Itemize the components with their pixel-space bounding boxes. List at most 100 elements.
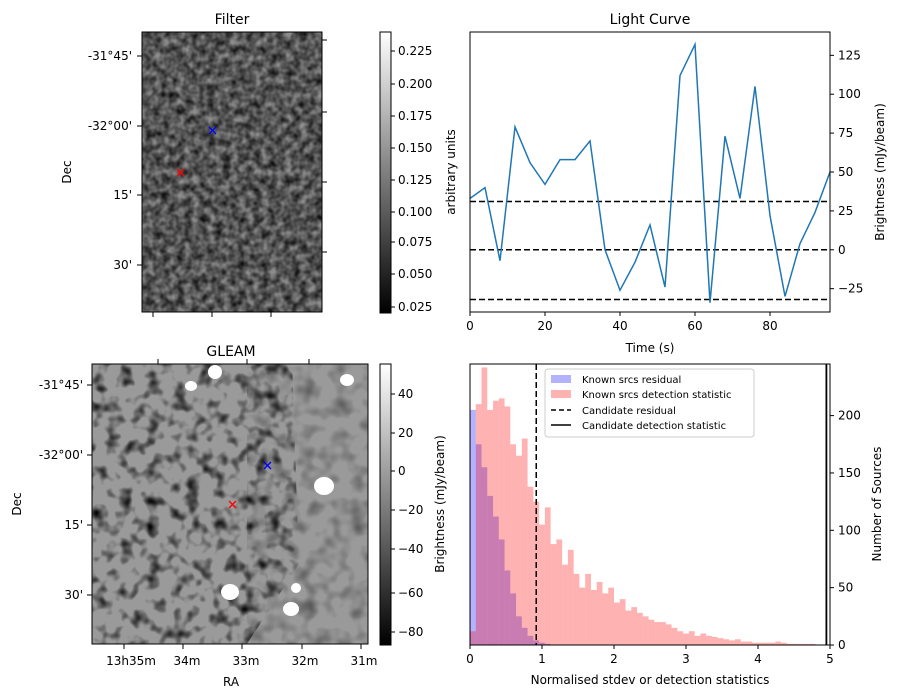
histogram-bar-detection [631, 607, 638, 645]
gleam-source [283, 602, 299, 616]
histogram-bar-detection [556, 539, 563, 645]
histogram-bar-detection [723, 639, 730, 645]
gleam-cbar-label: 20 [398, 426, 413, 440]
gleam-xtick-label: 32m [292, 654, 319, 668]
histogram-ytick-label: 0 [838, 638, 846, 652]
filter-y-ticks: -31°45' -32°00' 15' 30' [88, 49, 142, 272]
lightcurve-ytick-label: 0 [838, 243, 846, 257]
histogram-bar-detection [654, 622, 661, 645]
histogram-bar-detection [734, 639, 741, 645]
histogram-bar-detection [642, 616, 649, 645]
filter-cbar-label: 0.125 [398, 173, 432, 187]
gleam-xtick-label: 34m [174, 654, 201, 668]
histogram-ytick-label: 50 [838, 581, 853, 595]
gleam-ytick-label: -31°45' [39, 378, 83, 392]
histogram-bar-detection [521, 438, 528, 645]
histogram-bar-detection [740, 641, 747, 645]
histogram-bar-detection [637, 612, 643, 645]
gleam-panel: GLEAM -31°45' -32°00' 15' 30' 13h35m 34m… [10, 344, 447, 689]
histogram-bar-residual [504, 570, 511, 645]
gleam-cbar-label: −60 [398, 586, 423, 600]
gleam-candidate-marker [228, 500, 237, 509]
histogram-bar-detection [729, 640, 735, 645]
filter-cbar-label: 0.200 [398, 77, 432, 91]
gleam-colorbar [379, 363, 392, 646]
histogram-bar-detection [677, 631, 684, 645]
gleam-top-ticks [157, 359, 310, 364]
histogram-bar-detection [706, 635, 712, 645]
legend-swatch-detection [551, 390, 571, 398]
histogram-xtick-label: 2 [610, 652, 618, 666]
histogram-bar-residual [527, 635, 534, 645]
gleam-ytick-label: 15' [64, 518, 83, 532]
histogram-xtick-label: 1 [538, 652, 546, 666]
legend-label: Known srcs detection statistic [582, 390, 731, 401]
gleam-source [208, 365, 222, 379]
histogram-bar-detection [660, 622, 666, 645]
histogram-bar-residual [487, 495, 494, 645]
lightcurve-xtick-label: 40 [612, 319, 627, 333]
histogram-ytick-label: 100 [838, 523, 861, 537]
lightcurve-y-ticks: −25 0 25 50 75 100 125 [830, 48, 863, 296]
gleam-y-ticks: -31°45' -32°00' 15' 30' [39, 378, 92, 602]
histogram-xlabel: Normalised stdev or detection statistics [531, 673, 770, 687]
gleam-ytick-label: -32°00' [39, 448, 83, 462]
lightcurve-xtick-label: 60 [687, 319, 702, 333]
filter-cbar-label: 0.075 [398, 235, 432, 249]
filter-right-ticks [322, 39, 327, 253]
lightcurve-ytick-label: −25 [838, 282, 863, 296]
histogram-bar-detection [567, 549, 574, 645]
lightcurve-ytick-label: 50 [838, 165, 853, 179]
histogram-bar-detection [487, 409, 494, 645]
legend-box [544, 368, 755, 438]
histogram-bar-residual [498, 539, 505, 645]
histogram-plot-area [470, 364, 828, 645]
filter-ytick-label: 30' [113, 258, 132, 272]
histogram-bar-detection [585, 573, 591, 645]
gleam-x-ticks: 13h35m 34m 33m 32m 31m [106, 644, 377, 668]
lightcurve-ytick-label: 100 [838, 87, 861, 101]
histogram-bar-detection [516, 455, 522, 645]
gleam-source [221, 584, 239, 600]
gleam-image-noise-right [247, 364, 368, 644]
histogram-bar-detection [475, 404, 482, 645]
histogram-bar-residual [516, 616, 522, 645]
histogram-bar-residual [521, 627, 528, 645]
histogram-bar-detection [470, 631, 476, 645]
histogram-xtick-label: 5 [826, 652, 834, 666]
gleam-xtick-label: 33m [233, 654, 260, 668]
histogram-xtick-label: 3 [682, 652, 690, 666]
histogram-y-ticks: 0 50 100 150 200 [830, 409, 861, 652]
lightcurve-panel: Light Curve 0 20 40 60 80 −25 0 25 50 75 100 125 T… [466, 12, 887, 355]
histogram-bar-residual [475, 444, 482, 645]
filter-cbar-label: 0.100 [398, 205, 432, 219]
lightcurve-xtick-label: 0 [466, 319, 474, 333]
histogram-bar-detection [665, 624, 672, 645]
histogram-bar-detection [717, 638, 724, 645]
gleam-source [291, 583, 301, 593]
gleam-cbar-label: −80 [398, 625, 423, 639]
histogram-bar-detection [694, 635, 701, 645]
gleam-ytick-label: 30' [64, 588, 83, 602]
legend-label: Known srcs residual [582, 375, 681, 386]
gleam-cbar-label: −20 [398, 503, 423, 517]
filter-x-ticks [152, 312, 272, 317]
filter-ytick-label: -32°00' [88, 119, 132, 133]
histogram-bar-detection [809, 643, 816, 645]
filter-cbar-label: 0.025 [398, 300, 432, 314]
histogram-bar-detection [798, 643, 805, 645]
filter-ytick-label: -31°45' [88, 49, 132, 63]
histogram-bar-detection [792, 643, 799, 645]
filter-ylabel: Dec [60, 160, 74, 183]
histogram-bar-detection [573, 573, 580, 645]
filter-image-frame [141, 31, 323, 313]
gleam-colorbar-ticks: 40 20 0 −20 −40 −60 −80 [391, 387, 423, 639]
histogram-bar-detection [596, 581, 603, 645]
histogram-bar-detection [493, 400, 499, 645]
histogram-bar-detection [781, 642, 787, 645]
histogram-bar-detection [550, 544, 557, 645]
gleam-source [185, 381, 197, 391]
histogram-bar-detection [608, 587, 614, 645]
histogram-bar-detection [602, 593, 609, 645]
histogram-bar-detection [746, 641, 753, 645]
